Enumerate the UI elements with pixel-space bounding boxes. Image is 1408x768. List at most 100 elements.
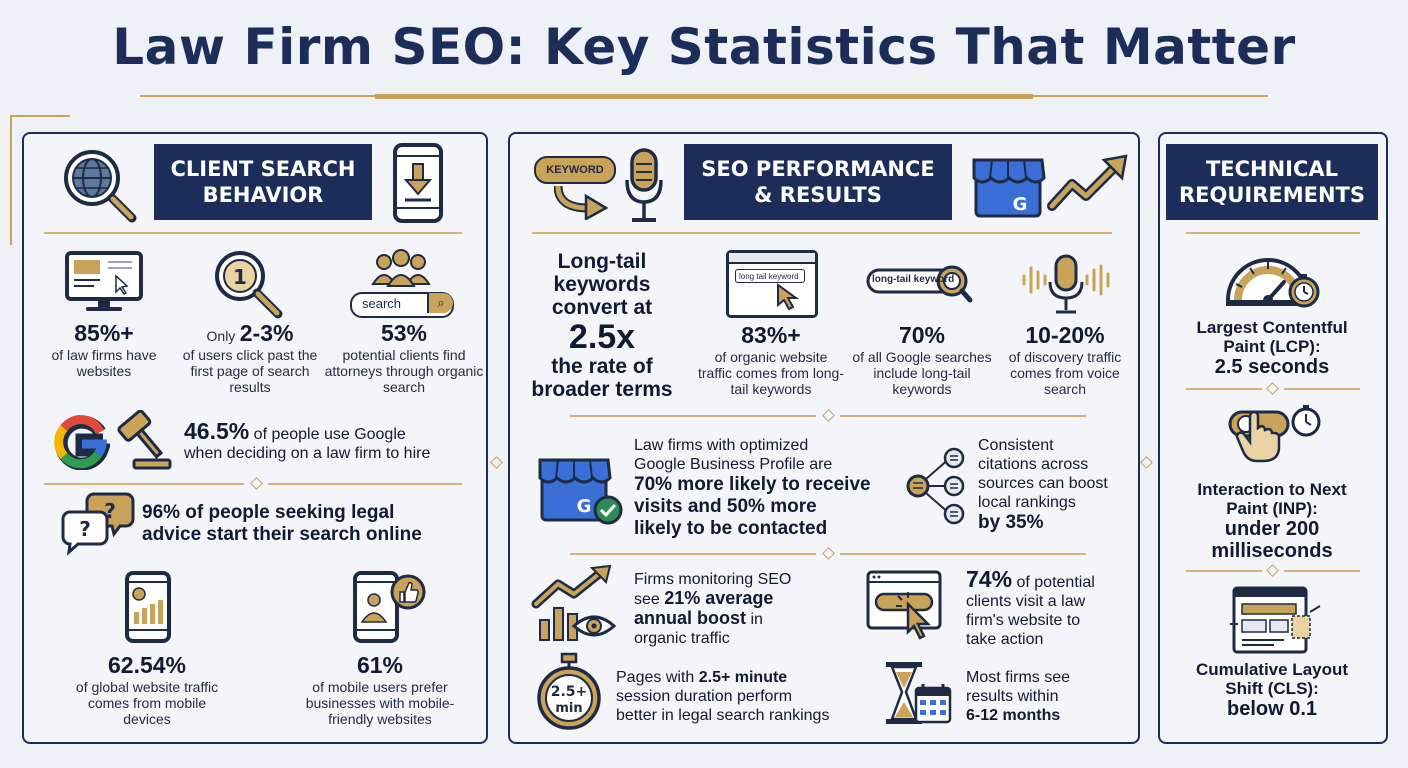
stat-line: local rankings (978, 494, 1076, 511)
divider (1284, 570, 1360, 572)
stat-line: convert at (551, 296, 653, 319)
touch-timer-icon (1228, 405, 1321, 463)
divider (1186, 388, 1262, 390)
phone-download-icon (393, 143, 443, 223)
browser-keyword-field: long tail keyword (735, 269, 805, 283)
keyword-tag: KEYWORD (534, 156, 616, 184)
stat-line: sources can boost (978, 475, 1108, 492)
stat-line: organic traffic (634, 630, 730, 647)
stat-desc: of law firms have websites (51, 347, 157, 379)
stat-mobile-friendly: 61% of mobile users prefer businesses wi… (280, 652, 480, 727)
citation-network-icon (906, 447, 965, 525)
google-g-icon (54, 415, 110, 470)
stat-value: annual boost (634, 608, 746, 628)
stat-line: advice start their search online (142, 524, 422, 545)
divider (532, 232, 1112, 234)
stat-line: keywords (553, 273, 651, 296)
svg-text:?: ? (104, 499, 116, 523)
panel-connector-diamond (490, 456, 503, 469)
svg-text:G: G (577, 496, 592, 517)
search-button: ⌕ (427, 293, 453, 313)
phone-chart-icon (125, 571, 171, 643)
stat-value: 83%+ (741, 322, 801, 348)
decorative-line (10, 115, 70, 117)
stat-value: 53% (380, 320, 428, 346)
search-pill-icon (866, 265, 973, 303)
keyword-tag-label: KEYWORD (546, 164, 604, 176)
trend-up-icon (1047, 154, 1128, 211)
stat-lcp: Largest Contentful Paint (LCP): 2.5 seco… (1166, 318, 1378, 379)
stat-session-duration: Pages with 2.5+ minute session duration … (616, 668, 876, 725)
stat-value: by 35% (978, 512, 1044, 533)
storefront-icon: G (972, 158, 1046, 218)
voice-mic-icon (1022, 254, 1110, 314)
svg-text:?: ? (79, 517, 91, 541)
seo-performance-panel: KEYWORD SEO PERFORMANCE & RESULTS G Long… (508, 132, 1140, 744)
stat-value: 62.54% (107, 652, 186, 678)
cursor-icon (777, 283, 800, 311)
search-bar-icon: search ⌕ (350, 292, 454, 318)
stopwatch-value: 2.5+ (551, 684, 588, 700)
divider (570, 553, 816, 555)
stat-value: 2.5+ minute (698, 669, 788, 686)
stat-websites: 85%+ of law firms have websites (42, 320, 166, 379)
stat-value: 46.5% (184, 418, 250, 444)
stat-desc: of people use Google (249, 426, 406, 443)
stat-website-visit: 74% of potential clients visit a law fir… (966, 568, 1136, 649)
stat-line: session duration perform (616, 688, 793, 705)
stat-line: Paint (INP): (1226, 499, 1318, 518)
stat-desc: when deciding on a law firm to hire (184, 445, 431, 462)
divider (268, 483, 462, 485)
stat-value: 21% average (664, 588, 774, 608)
stat-results-timeline: Most firms see results within 6-12 month… (966, 668, 1136, 725)
svg-text:G: G (1013, 194, 1028, 215)
stat-line: in (746, 611, 763, 628)
stat-value: 61% (356, 652, 404, 678)
stat-value: 70% (898, 322, 946, 348)
divider (1186, 570, 1262, 572)
divider-diamond (822, 547, 835, 560)
stat-line: firm's website to (966, 612, 1081, 629)
stat-desc: potential clients find attorneys through… (324, 347, 484, 395)
globe-magnifier-icon (64, 150, 137, 223)
panel-connector-diamond (1140, 456, 1153, 469)
stat-online: 96% of people seeking legal advice start… (142, 502, 482, 546)
divider (1186, 232, 1360, 234)
client-search-panel: CLIENT SEARCH BEHAVIOR 85%+ of law firms… (22, 132, 488, 744)
stat-mobile-traffic: 62.54% of global website traffic comes f… (52, 652, 242, 727)
stat-line: citations across (978, 456, 1089, 473)
microphone-icon (625, 148, 663, 222)
stat-line: broader terms (531, 378, 673, 401)
stat-desc: of all Google searches include long-tail… (852, 349, 992, 397)
stat-google: 46.5% of people use Google when deciding… (184, 420, 484, 463)
stat-line: Interaction to Next (1197, 480, 1347, 499)
stat-value: 2-3% (239, 320, 294, 346)
stat-value: 10-20% (1025, 322, 1105, 348)
search-bar-label: search (362, 296, 402, 311)
stat-prefix: Only (206, 328, 236, 344)
magnifier-number-icon: 1 (215, 251, 283, 319)
stat-value: 85%+ (74, 320, 134, 346)
stat-monitoring: Firms monitoring SEO see 21% average ann… (634, 570, 854, 648)
stat-longtail-traffic: 83%+ of organic website traffic comes fr… (696, 322, 846, 397)
stat-first-page: Only 2-3% of users click past the first … (180, 320, 320, 395)
stat-organic-search: 53% potential clients find attorneys thr… (324, 320, 484, 395)
client-header: CLIENT SEARCH BEHAVIOR (154, 144, 372, 220)
divider (840, 553, 1086, 555)
stat-desc: of users click past the first page of se… (182, 347, 318, 395)
browser-keyword-text: long tail keyword (739, 272, 799, 281)
stat-line: likely to be contacted (634, 518, 828, 539)
stat-line: Shift (CLS): (1225, 679, 1319, 698)
stat-longtail-conversion: Long-tail keywords convert at 2.5x the r… (516, 250, 688, 401)
stat-line: Long-tail (557, 250, 647, 273)
stat-line: Largest Contentful (1196, 318, 1348, 337)
stat-line: visits and 50% more (634, 496, 817, 517)
stat-line: Most firms see (966, 669, 1071, 686)
stat-value: 6-12 months (966, 707, 1061, 724)
divider-diamond (250, 477, 263, 490)
stat-longtail-searches: 70% of all Google searches include long-… (842, 322, 1002, 397)
stat-value: 2.5 seconds (1214, 356, 1330, 378)
svg-text:1: 1 (233, 265, 247, 289)
divider (570, 415, 816, 417)
stat-line: Consistent (978, 437, 1054, 454)
